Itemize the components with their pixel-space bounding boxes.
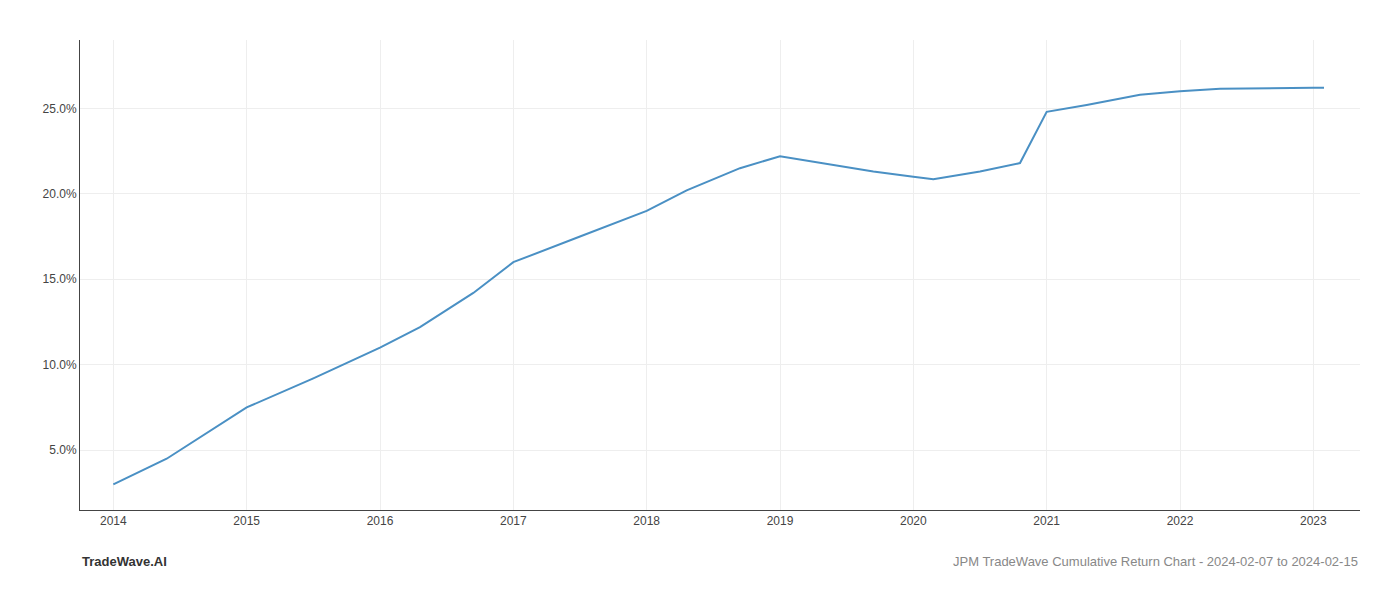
svg-text:2014: 2014	[100, 514, 127, 528]
svg-text:20.0%: 20.0%	[43, 187, 77, 201]
svg-text:25.0%: 25.0%	[43, 102, 77, 116]
svg-text:2021: 2021	[1033, 514, 1060, 528]
svg-text:2017: 2017	[500, 514, 527, 528]
svg-text:10.0%: 10.0%	[43, 358, 77, 372]
svg-text:JPM TradeWave Cumulative Retur: JPM TradeWave Cumulative Return Chart - …	[953, 554, 1358, 569]
svg-text:15.0%: 15.0%	[43, 272, 77, 286]
svg-text:5.0%: 5.0%	[49, 443, 77, 457]
svg-text:2023: 2023	[1300, 514, 1327, 528]
svg-text:2015: 2015	[233, 514, 260, 528]
svg-text:2022: 2022	[1167, 514, 1194, 528]
svg-text:2018: 2018	[633, 514, 660, 528]
svg-text:2019: 2019	[767, 514, 794, 528]
svg-text:2016: 2016	[367, 514, 394, 528]
svg-text:TradeWave.AI: TradeWave.AI	[82, 554, 167, 569]
svg-text:2020: 2020	[900, 514, 927, 528]
